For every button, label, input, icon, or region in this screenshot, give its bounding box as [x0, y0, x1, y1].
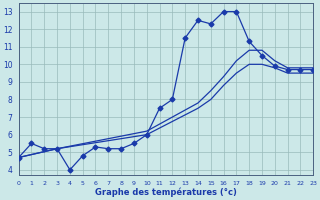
X-axis label: Graphe des températures (°c): Graphe des températures (°c) — [95, 188, 237, 197]
